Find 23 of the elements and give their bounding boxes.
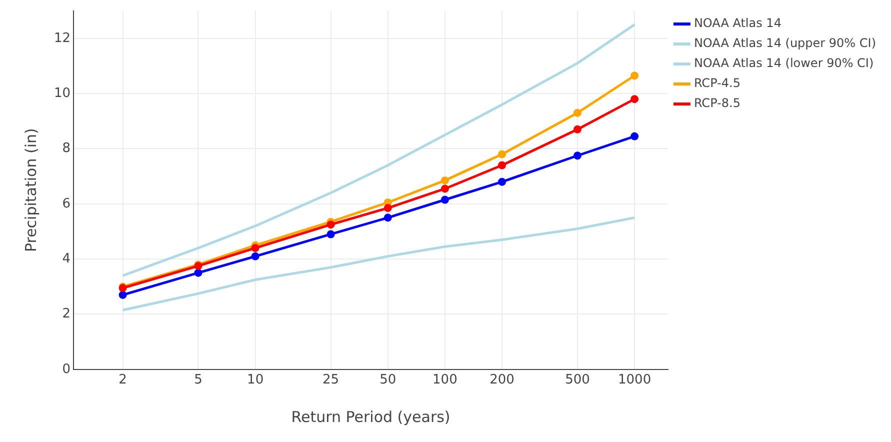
y-tick-label: 2: [62, 306, 71, 322]
y-tick-label: 8: [62, 141, 71, 156]
x-tick-label: 200: [490, 372, 514, 388]
x-tick-label: 25: [322, 372, 340, 388]
y-tick-label: 10: [54, 86, 71, 101]
y-axis-title: Precipitation (in): [22, 128, 40, 252]
y-tick-label: 4: [62, 251, 71, 266]
x-tick-label: 5: [194, 372, 202, 388]
y-tick-label: 6: [62, 196, 71, 212]
legend-label: RCP-4.5: [694, 76, 740, 90]
x-tick-label: 500: [565, 372, 590, 388]
x-tick-label: 10: [247, 372, 264, 388]
y-tick-label: 12: [54, 30, 71, 46]
x-tick-label: 2: [118, 372, 127, 388]
legend-label: RCP-8.5: [694, 96, 740, 110]
x-axis-title: Return Period (years): [291, 408, 450, 426]
legend-label: NOAA Atlas 14: [694, 16, 782, 30]
y-tick-label: 0: [62, 362, 71, 377]
x-tick-label: 100: [432, 372, 458, 388]
x-tick-label: 1000: [618, 372, 652, 388]
legend-label: NOAA Atlas 14 (upper 90% CI): [694, 36, 876, 50]
legend-label: NOAA Atlas 14 (lower 90% CI): [694, 56, 874, 70]
x-tick-label: 50: [380, 372, 396, 388]
